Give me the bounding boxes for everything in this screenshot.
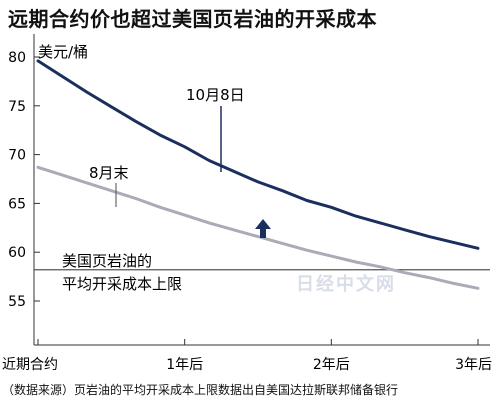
y-axis: 55 60 65 70 75 80 xyxy=(8,34,40,345)
x-tick-label-1: 1年后 xyxy=(166,357,203,373)
x-tick-label-0: 近期合约 xyxy=(2,357,58,373)
x-tick-label-2: 2年后 xyxy=(313,357,350,373)
x-tick-label-3: 3年后 xyxy=(455,357,492,373)
chart-source: （数据来源）页岩油的平均开采成本上限数据出自美国达拉斯联邦储备银行 xyxy=(2,383,399,397)
up-arrow-icon xyxy=(255,219,271,238)
reference-line-label-line2: 平均开采成本上限 xyxy=(62,275,182,293)
y-tick-label-60: 60 xyxy=(8,245,26,261)
series-label-oct8: 10月8日 xyxy=(186,86,245,104)
reference-line-label-line1: 美国页岩油的 xyxy=(62,252,152,270)
y-tick-label-75: 75 xyxy=(8,99,26,115)
series-label-aug-end: 8月末 xyxy=(89,164,129,182)
series-layer xyxy=(36,59,480,290)
y-tick-label-55: 55 xyxy=(8,294,26,310)
watermark: 日经中文网 xyxy=(296,273,396,295)
chart-title: 远期合约价也超过美国页岩油的开采成本 xyxy=(8,7,377,31)
y-tick-label-65: 65 xyxy=(8,196,26,212)
x-axis: 近期合约 1年后 2年后 3年后 xyxy=(2,339,492,373)
y-tick-label-70: 70 xyxy=(8,148,26,164)
series-line-0 xyxy=(36,59,480,250)
unit-label: 美元/桶 xyxy=(38,43,88,61)
series-line-1 xyxy=(36,165,480,290)
y-tick-label-80: 80 xyxy=(8,50,26,66)
